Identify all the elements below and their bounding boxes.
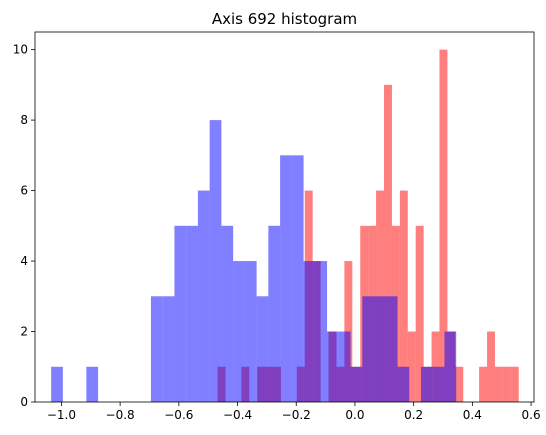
- x-tick-label: −1.0: [47, 408, 76, 422]
- bars-layer: [51, 49, 519, 403]
- histogram-bar: [233, 261, 245, 402]
- histogram-bar: [374, 296, 386, 402]
- axes-layer: −1.0 −0.8 −0.6 −0.4 −0.2 0.0 0.2 0.4 0.6 0 2 4 6 8 10: [13, 31, 541, 422]
- histogram-bar: [455, 366, 464, 402]
- histogram-bar: [407, 331, 416, 402]
- x-tick-label: −0.6: [164, 408, 193, 422]
- histogram-bar: [174, 225, 187, 402]
- histogram-bar: [338, 331, 351, 402]
- histogram-bar: [397, 366, 410, 402]
- histogram-bar: [209, 120, 222, 402]
- histogram-bar: [439, 49, 448, 403]
- x-tick-label: 0.6: [522, 408, 541, 422]
- x-tick-label: −0.2: [282, 408, 311, 422]
- histogram-bar: [315, 261, 328, 402]
- histogram-bar: [444, 331, 457, 402]
- histogram-bar: [487, 331, 495, 402]
- histogram-bar: [385, 296, 398, 402]
- y-tick-label: 8: [20, 113, 28, 127]
- x-tick-label: 0.0: [345, 408, 364, 422]
- histogram-bar: [350, 366, 363, 402]
- histogram-bar: [150, 296, 163, 402]
- histogram-bar: [221, 225, 234, 402]
- y-tick-label: 2: [20, 325, 28, 339]
- histogram-bar: [376, 190, 385, 402]
- histogram-bar: [51, 366, 63, 402]
- x-tick-label: 0.2: [404, 408, 423, 422]
- histogram-bar: [303, 261, 316, 402]
- x-tick-label: 0.4: [463, 408, 482, 422]
- x-tick-label: −0.8: [106, 408, 135, 422]
- plot-frame: [34, 31, 535, 403]
- histogram-bar: [420, 366, 433, 402]
- histogram-bar: [327, 331, 339, 402]
- histogram-bar: [256, 296, 269, 402]
- histogram-bar: [244, 261, 257, 402]
- y-tick-label: 6: [20, 184, 28, 198]
- y-tick-label: 10: [13, 43, 28, 57]
- y-tick-label: 4: [20, 254, 28, 268]
- histogram-bar: [502, 366, 511, 402]
- y-tick-label: 0: [20, 395, 28, 409]
- histogram-bar: [197, 190, 210, 402]
- histogram-bar: [510, 366, 519, 402]
- histogram-bar: [291, 155, 304, 402]
- histogram-bar: [186, 225, 198, 402]
- histogram-bar: [86, 366, 99, 402]
- histogram-bar: [362, 296, 375, 402]
- histogram-bar: [432, 366, 445, 402]
- histogram-bar: [162, 296, 175, 402]
- chart-title: Axis 692 histogram: [212, 10, 357, 28]
- histogram-bar: [399, 190, 408, 402]
- histogram-bar: [280, 155, 292, 402]
- histogram-bar: [494, 366, 503, 402]
- histogram-bar: [415, 225, 424, 402]
- histogram-bar: [479, 366, 488, 402]
- histogram-bar: [268, 225, 281, 402]
- histogram-bar: [384, 84, 392, 403]
- series-1: [51, 120, 457, 402]
- x-tick-label: −0.4: [223, 408, 252, 422]
